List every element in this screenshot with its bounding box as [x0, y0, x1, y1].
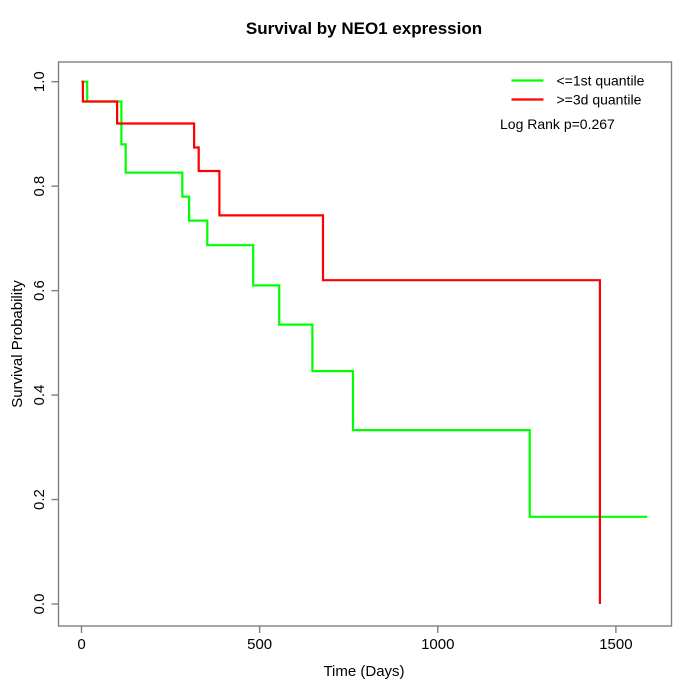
y-tick-label: 0.4 — [31, 385, 48, 406]
km-curve-high-expression — [81, 80, 602, 604]
y-axis: 0.0 0.2 0.4 0.6 0.8 1.0 — [31, 71, 59, 614]
logrank-pvalue: Log Rank p=0.267 — [500, 116, 615, 132]
legend: <=1st quantile >=3d quantile Log Rank p=… — [500, 73, 645, 133]
x-tick-label: 500 — [247, 636, 272, 653]
x-tick-label: 0 — [77, 636, 85, 653]
y-tick-label: 0.6 — [31, 280, 48, 301]
x-axis: 0 500 1000 1500 — [77, 626, 633, 653]
plot-title: Survival by NEO1 expression — [246, 19, 482, 38]
y-tick-label: 0.0 — [31, 594, 48, 615]
plot-frame — [57, 61, 673, 627]
x-tick-label: 1000 — [421, 636, 454, 653]
survival-curves — [81, 80, 648, 604]
legend-label-low-expression: <=1st quantile — [557, 73, 645, 89]
y-tick-label: 0.2 — [31, 489, 48, 510]
y-tick-label: 1.0 — [31, 71, 48, 92]
y-axis-label: Survival Probability — [9, 280, 26, 408]
x-tick-label: 1500 — [599, 636, 632, 653]
x-axis-label: Time (Days) — [323, 663, 404, 680]
km-curve-low-expression — [81, 80, 648, 518]
legend-label-high-expression: >=3d quantile — [557, 92, 642, 108]
y-tick-label: 0.8 — [31, 176, 48, 197]
